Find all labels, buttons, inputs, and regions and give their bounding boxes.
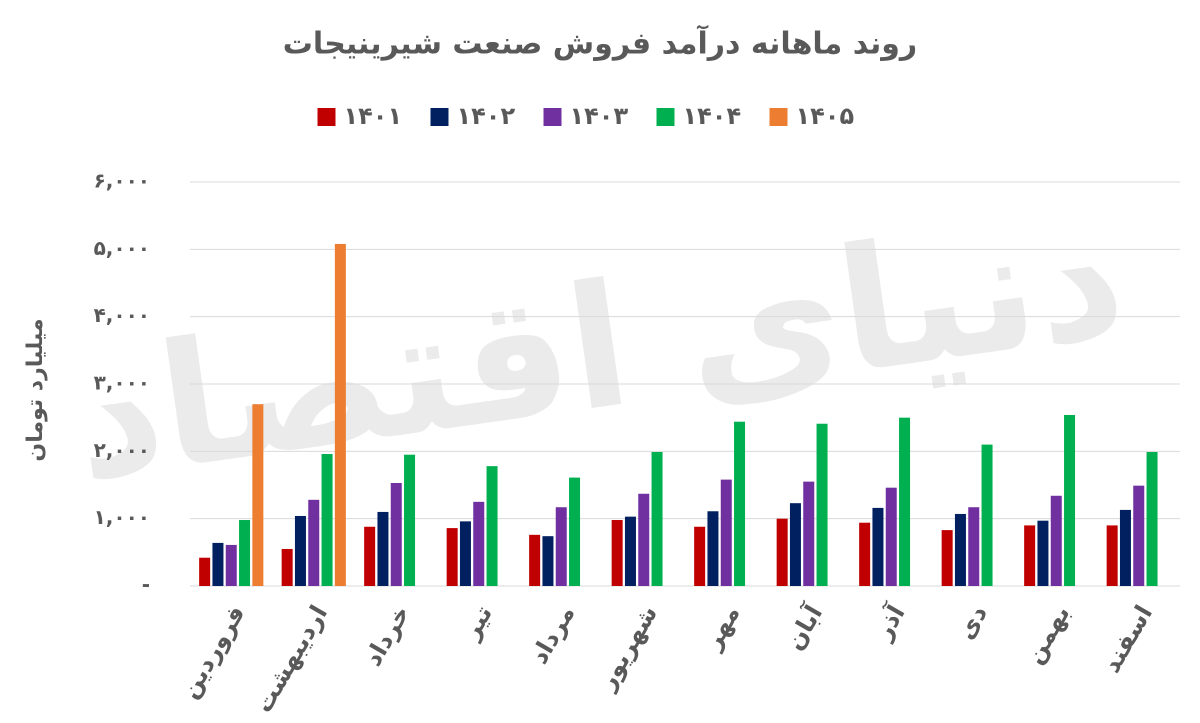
x-tick-label: مرداد [525,601,581,669]
bar [555,507,567,586]
bar [239,520,251,586]
bar [899,417,911,586]
x-tick-label: شهریور [592,601,663,696]
bar [638,493,650,586]
legend-swatch [769,108,788,126]
bar [720,479,732,586]
bar [1133,485,1145,586]
x-tick-label: اسفند [1097,601,1158,678]
bar [321,454,333,586]
bar [1106,525,1118,586]
watermark: دنیای اقتصاد [61,177,1135,520]
x-tick-label: مهر [698,601,746,655]
bar [694,526,706,586]
bar [225,544,237,586]
bar [1119,509,1131,586]
bar [212,542,224,586]
bar [611,520,623,586]
legend-swatch [430,108,449,126]
y-tick-label: ۶,۰۰۰ [94,169,150,193]
bar [776,518,788,586]
y-tick-label: ۲,۰۰۰ [94,438,150,462]
x-tick-label: بهمن [1020,601,1076,669]
bar [1050,495,1062,586]
bar [542,536,554,586]
bar [529,534,541,586]
bar [885,487,897,586]
legend-swatch [317,108,336,126]
bar [377,511,389,586]
bar [1024,525,1036,586]
bar [486,466,498,586]
bar [569,477,581,586]
legend-label: ۱۴۰۴ [683,102,742,130]
bar [364,526,376,586]
bar [651,452,663,586]
legend-label: ۱۴۰۳ [570,102,629,130]
y-axis-label: میلیارد تومان [23,318,48,461]
chart-title: روند ماهانه درآمد فروش صنعت شیرینیجات [283,25,917,62]
bar [199,557,211,586]
bar [624,516,636,586]
y-tick-label: - [142,573,150,597]
bar [954,513,966,586]
bar [968,507,980,586]
y-tick-label: ۳,۰۰۰ [94,371,150,395]
legend-swatch [656,108,675,126]
bar [308,499,320,586]
y-tick-label: ۵,۰۰۰ [94,236,150,260]
bar [1037,520,1049,586]
bar [446,528,458,586]
bar [294,515,306,586]
y-tick-label: ۱,۰۰۰ [94,505,150,529]
bar [473,501,485,586]
bar [252,404,264,586]
bar [404,454,416,586]
bar [390,482,402,586]
bar [281,548,293,586]
bar [1064,414,1076,586]
bar [816,423,828,586]
x-tick-label: آذر [868,599,911,645]
bar [334,243,346,587]
bar [859,522,871,586]
legend-label: ۱۴۰۱ [344,102,403,130]
bar [1146,452,1158,586]
bar [941,530,953,586]
bar [459,521,471,586]
bar [789,503,801,586]
bar [707,511,719,586]
legend-swatch [543,108,562,126]
x-tick-label: تیر [456,601,498,645]
x-tick-label: آبان [780,599,829,655]
x-tick-label: خرداد [359,601,416,671]
legend-label: ۱۴۰۵ [796,102,855,130]
bar [734,421,746,586]
bar [981,444,993,586]
x-tick-label: فروردین [175,601,250,704]
y-tick-label: ۴,۰۰۰ [94,303,150,327]
bar [872,507,884,586]
bar [803,481,815,586]
legend-label: ۱۴۰۲ [457,102,516,130]
x-tick-label: دی [952,601,993,645]
x-tick-label: اردیبهشت [249,601,333,718]
